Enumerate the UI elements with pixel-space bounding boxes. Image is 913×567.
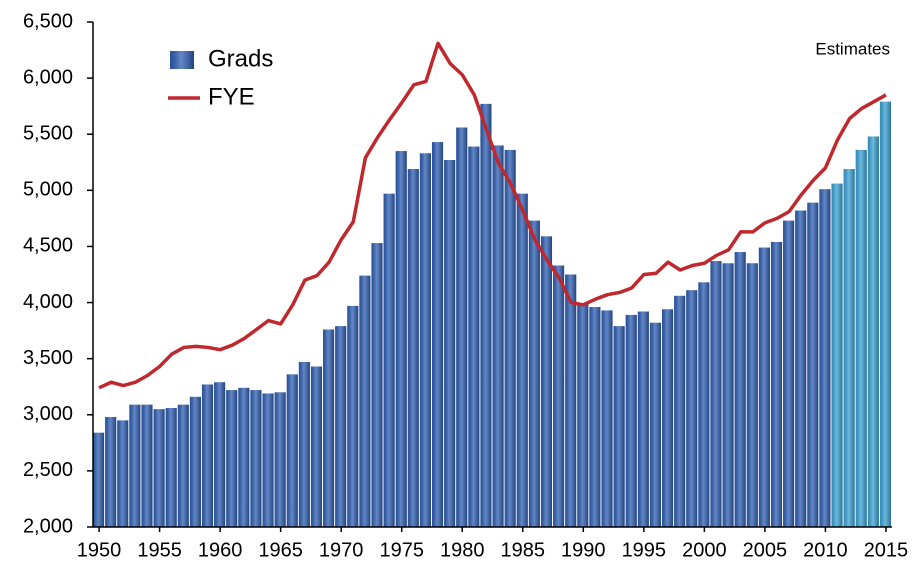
y-tick-label: 3,000 xyxy=(23,403,73,425)
bar-shade xyxy=(323,329,335,527)
bar-shade xyxy=(419,153,431,528)
bar-shade xyxy=(371,243,383,528)
bar-shade xyxy=(795,210,807,528)
bar-shade xyxy=(310,366,323,527)
bar-shade xyxy=(807,202,819,527)
bar-shade xyxy=(661,309,674,527)
bar-shade xyxy=(105,417,117,527)
legend-label: Grads xyxy=(208,45,273,72)
legend-swatch-shade xyxy=(170,51,194,69)
bar-shade xyxy=(601,310,613,527)
bar-shade xyxy=(540,236,553,527)
bar-shade xyxy=(649,322,661,527)
x-tick-label: 1950 xyxy=(77,539,122,561)
bar-shade xyxy=(298,362,310,527)
bar-shade xyxy=(770,241,783,527)
bar-shade xyxy=(480,103,492,527)
bar-shade xyxy=(710,261,722,527)
bar-shade xyxy=(698,282,710,527)
x-tick-label: 2015 xyxy=(864,539,909,561)
bar-shade xyxy=(637,311,649,527)
bar-shade xyxy=(407,169,419,527)
bar-shade xyxy=(383,193,395,527)
bar-shade xyxy=(395,151,407,528)
x-tick-label: 1970 xyxy=(319,539,364,561)
bar-shade xyxy=(686,290,698,527)
bar-shade xyxy=(492,145,504,527)
x-tick-label: 1995 xyxy=(622,539,667,561)
bar-shade xyxy=(819,189,831,527)
x-tick-label: 1975 xyxy=(379,539,424,561)
bar-shade xyxy=(141,404,153,527)
bar-shade xyxy=(250,390,262,527)
bar-shade xyxy=(335,326,347,527)
bar-shade xyxy=(674,295,686,527)
bar-shade xyxy=(444,160,456,528)
bar-shade xyxy=(153,409,165,527)
bar-shade xyxy=(359,275,371,527)
x-tick-label: 1990 xyxy=(561,539,606,561)
bar-shade xyxy=(226,390,238,527)
legend-label: FYE xyxy=(208,83,255,110)
x-tick-label: 2005 xyxy=(743,539,788,561)
bar-shade xyxy=(177,404,189,527)
y-tick-label: 4,500 xyxy=(23,235,73,257)
bar-shade xyxy=(613,326,625,527)
bar-shade xyxy=(165,408,177,527)
annotation: Estimates xyxy=(815,39,890,58)
bar-shade xyxy=(286,374,298,527)
bar-shade xyxy=(262,393,274,527)
bar-shade xyxy=(129,404,141,527)
bar-shade xyxy=(516,193,528,527)
bar-shade xyxy=(431,142,444,528)
y-tick-label: 2,000 xyxy=(23,515,73,537)
y-tick-label: 2,500 xyxy=(23,459,73,481)
y-tick-label: 5,000 xyxy=(23,179,73,201)
bar-shade xyxy=(879,101,891,527)
bar-shade xyxy=(843,169,855,527)
bar-shade xyxy=(238,387,250,527)
bar-shade xyxy=(93,432,105,527)
bar-shade xyxy=(831,183,843,527)
x-tick-label: 1965 xyxy=(258,539,303,561)
x-tick-label: 1960 xyxy=(198,539,243,561)
bar-shade xyxy=(589,307,601,527)
bar-shade xyxy=(456,127,468,527)
bar-shade xyxy=(625,314,637,527)
bar-shade xyxy=(274,392,286,527)
bar-shade xyxy=(577,303,589,527)
bar-shade xyxy=(867,136,879,527)
bar-shade xyxy=(553,265,565,527)
bar-shade xyxy=(201,384,214,527)
bar-shade xyxy=(746,263,758,527)
bar-shade xyxy=(565,274,577,527)
x-tick-label: 2010 xyxy=(803,539,848,561)
x-tick-label: 1955 xyxy=(137,539,182,561)
bar-shade xyxy=(189,396,201,527)
bar-shade xyxy=(734,252,746,528)
x-tick-label: 1980 xyxy=(440,539,485,561)
bar-shade xyxy=(214,382,226,527)
bar-shade xyxy=(117,420,129,527)
bar-shade xyxy=(758,247,770,528)
bar-shade xyxy=(783,220,795,527)
fye-line xyxy=(98,41,887,390)
x-tick-label: 1985 xyxy=(501,539,546,561)
y-tick-label: 5,500 xyxy=(23,123,73,145)
bar-shade xyxy=(504,149,516,527)
bar-shade xyxy=(468,146,480,528)
bar-shade xyxy=(855,149,867,527)
y-tick-label: 4,000 xyxy=(23,291,73,313)
y-tick-label: 3,500 xyxy=(23,347,73,369)
y-tick-label: 6,000 xyxy=(23,66,73,88)
bar-shade xyxy=(347,305,359,527)
x-tick-label: 2000 xyxy=(682,539,727,561)
bar-shade xyxy=(528,220,540,527)
bar-shade xyxy=(722,263,734,527)
y-tick-label: 6,500 xyxy=(23,10,73,32)
